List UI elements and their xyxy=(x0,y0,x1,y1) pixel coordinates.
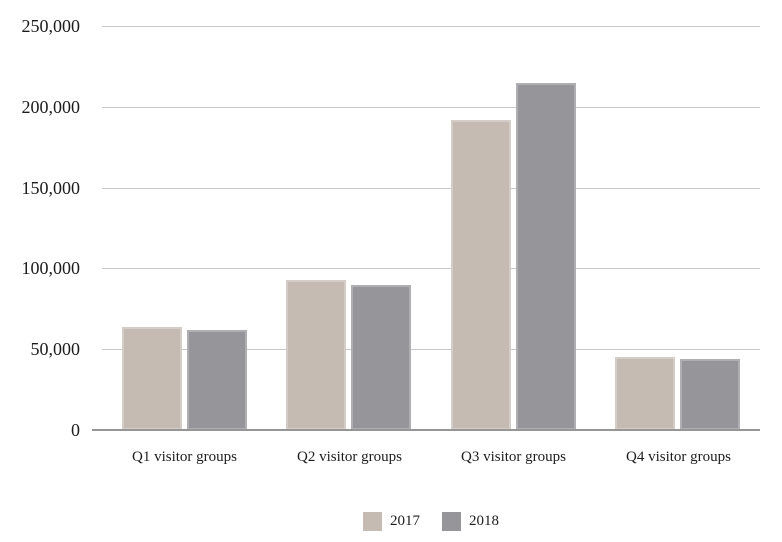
legend-item-2018: 2018 xyxy=(442,512,499,531)
bar-2017-q3 xyxy=(451,120,511,430)
x-category-label: Q3 visitor groups xyxy=(461,449,566,465)
y-tick-label: 50,000 xyxy=(30,339,81,359)
gridline xyxy=(102,268,760,269)
bar-2017-q1 xyxy=(122,327,182,430)
gridline xyxy=(102,349,760,350)
legend: 2017 2018 xyxy=(102,512,760,531)
bar-2017-q4 xyxy=(615,357,675,430)
legend-item-2017: 2017 xyxy=(363,512,420,531)
x-axis-line xyxy=(92,429,760,431)
y-tick-label: 200,000 xyxy=(21,97,81,117)
bar-2017-q2 xyxy=(286,280,346,430)
gridline xyxy=(102,26,760,27)
bar-2018-q1 xyxy=(187,330,247,430)
legend-label: 2018 xyxy=(469,513,499,529)
legend-label: 2017 xyxy=(390,513,420,529)
legend-swatch-icon xyxy=(363,512,382,531)
y-tick-label: 100,000 xyxy=(21,258,81,278)
bar-2018-q2 xyxy=(351,285,411,430)
gridline xyxy=(102,107,760,108)
x-category-label: Q1 visitor groups xyxy=(132,449,237,465)
x-category-label: Q2 visitor groups xyxy=(297,449,402,465)
x-category-label: Q4 visitor groups xyxy=(626,449,731,465)
legend-swatch-icon xyxy=(442,512,461,531)
bar-2018-q3 xyxy=(516,83,576,430)
gridline xyxy=(102,188,760,189)
y-tick-label: 250,000 xyxy=(21,16,81,36)
bar-2018-q4 xyxy=(680,359,740,430)
y-tick-label: 150,000 xyxy=(21,178,81,198)
y-tick-label: 0 xyxy=(71,420,80,440)
